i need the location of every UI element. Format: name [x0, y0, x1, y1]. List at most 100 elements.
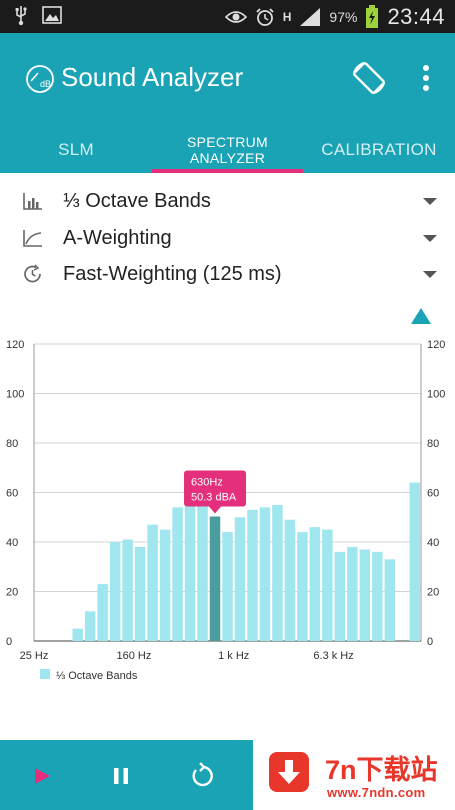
tab-calibration[interactable]: CALIBRATION	[303, 126, 455, 173]
x-tick-label: 6.3 k Hz	[313, 650, 353, 662]
bar	[109, 542, 121, 641]
tab-spectrum-analyzer[interactable]: SPECTRUM ANALYZER	[152, 126, 303, 173]
bar	[322, 529, 333, 642]
screen-rotation-icon[interactable]	[350, 59, 388, 97]
bar	[409, 482, 420, 641]
bar	[222, 532, 233, 641]
scale-up-button[interactable]	[411, 308, 431, 324]
clock: 23:44	[387, 4, 445, 29]
weighting-curve-icon	[23, 230, 42, 247]
eye-icon	[224, 11, 247, 23]
x-tick-label: 25 Hz	[20, 650, 49, 662]
y-tick-label-left: 120	[6, 339, 24, 351]
bar	[172, 507, 183, 641]
watermark-title: 7n下载站	[325, 755, 438, 785]
reset-button[interactable]	[189, 762, 217, 790]
tooltip-layer: 630Hz 50.3 dBA	[184, 470, 247, 514]
tab-indicator	[152, 169, 303, 173]
tab-slm[interactable]: SLM	[0, 126, 152, 173]
spectrum-chart: 0 0 20 20 40 40 60 60 80 80 100 100 120 120 25 Hz 160 H…	[6, 339, 445, 682]
tick-layer: 0 0 20 20 40 40 60 60 80 80 100 100 120 120 25 Hz 160 H…	[6, 339, 445, 662]
tooltip-box	[184, 470, 247, 507]
y-tick-label-right: 0	[427, 636, 433, 648]
bar	[359, 549, 371, 641]
battery-percent: 97%	[329, 9, 358, 25]
overflow-menu-icon[interactable]	[414, 63, 438, 93]
bar	[309, 527, 321, 641]
bar	[272, 504, 283, 642]
bar	[347, 546, 358, 641]
bar	[334, 551, 346, 641]
bar	[147, 524, 158, 641]
bar	[284, 519, 296, 641]
bar	[259, 507, 271, 641]
bar	[197, 499, 208, 641]
time-weighting-label: Fast-Weighting (125 ms)	[63, 263, 282, 285]
usb-icon	[15, 6, 27, 26]
chevron-down-icon	[423, 235, 437, 242]
watermark: 7n下载站 www.7ndn.com	[253, 740, 455, 810]
frequency-weighting-selector[interactable]: A-Weighting	[0, 220, 455, 256]
bar	[134, 546, 146, 641]
time-weighting-selector[interactable]: Fast-Weighting (125 ms)	[0, 256, 455, 292]
y-tick-label-right: 60	[427, 488, 439, 500]
app-bar: dB Sound Analyzer SLM SPECTRUM ANALYZER …	[0, 33, 455, 173]
bar	[122, 539, 133, 641]
y-tick-label-left: 80	[6, 438, 18, 450]
legend-swatch	[40, 669, 50, 679]
download-arrow-icon	[269, 752, 309, 792]
play-button[interactable]	[28, 762, 56, 790]
bar	[297, 532, 308, 641]
y-tick-label-right: 80	[427, 438, 439, 450]
tab-spectrum-label-line2: ANALYZER	[189, 149, 266, 166]
legend-layer: ⅓ Octave Bands	[40, 669, 138, 682]
y-tick-label-left: 100	[6, 389, 24, 401]
tooltip-pointer	[209, 506, 222, 514]
x-tick-label: 1 k Hz	[218, 650, 249, 662]
tooltip-level: 50.3 dBA	[191, 492, 237, 504]
alarm-icon	[256, 8, 274, 26]
y-tick-label-left: 0	[6, 636, 12, 648]
bar-chart-icon	[23, 193, 42, 210]
y-tick-label-right: 120	[427, 339, 445, 351]
bar	[372, 551, 383, 641]
battery-charging-icon	[366, 5, 379, 28]
bar	[72, 628, 83, 642]
watermark-url: www.7ndn.com	[327, 785, 426, 800]
y-tick-label-left: 20	[6, 587, 18, 599]
time-weighting-icon	[24, 264, 41, 283]
legend-label: ⅓ Octave Bands	[56, 670, 138, 682]
band-mode-selector[interactable]: ⅓ Octave Bands	[0, 183, 455, 219]
app-title: Sound Analyzer	[61, 62, 244, 92]
band-mode-label: ⅓ Octave Bands	[63, 190, 211, 212]
y-tick-label-left: 40	[6, 537, 18, 549]
y-tick-label-right: 100	[427, 389, 445, 401]
status-bar: H 97% 23:44	[0, 0, 455, 33]
tab-slm-label: SLM	[58, 139, 94, 159]
bar	[184, 502, 196, 641]
bar-highlighted	[209, 516, 221, 641]
x-tick-label: 160 Hz	[116, 650, 151, 662]
bar	[234, 517, 246, 641]
bar	[384, 559, 396, 641]
tooltip-frequency: 630Hz	[191, 477, 223, 489]
bar	[159, 529, 171, 642]
bar	[84, 611, 96, 641]
y-tick-label-right: 40	[427, 537, 439, 549]
signal-icon	[300, 8, 321, 26]
y-tick-label-left: 60	[6, 488, 18, 500]
bar	[97, 584, 108, 641]
network-h-icon: H	[282, 10, 292, 24]
app-logo-icon: dB	[26, 65, 54, 93]
tab-calibration-label: CALIBRATION	[321, 139, 437, 159]
y-tick-label-right: 20	[427, 587, 439, 599]
image-icon	[42, 6, 62, 24]
pause-button[interactable]	[107, 762, 135, 790]
bar	[247, 509, 258, 641]
chevron-down-icon	[423, 271, 437, 278]
chevron-down-icon	[423, 198, 437, 205]
frequency-weighting-label: A-Weighting	[63, 227, 172, 249]
bar-layer	[72, 482, 420, 642]
app-logo-text: dB	[40, 79, 51, 89]
tab-spectrum-label-line1: SPECTRUM	[187, 133, 268, 150]
